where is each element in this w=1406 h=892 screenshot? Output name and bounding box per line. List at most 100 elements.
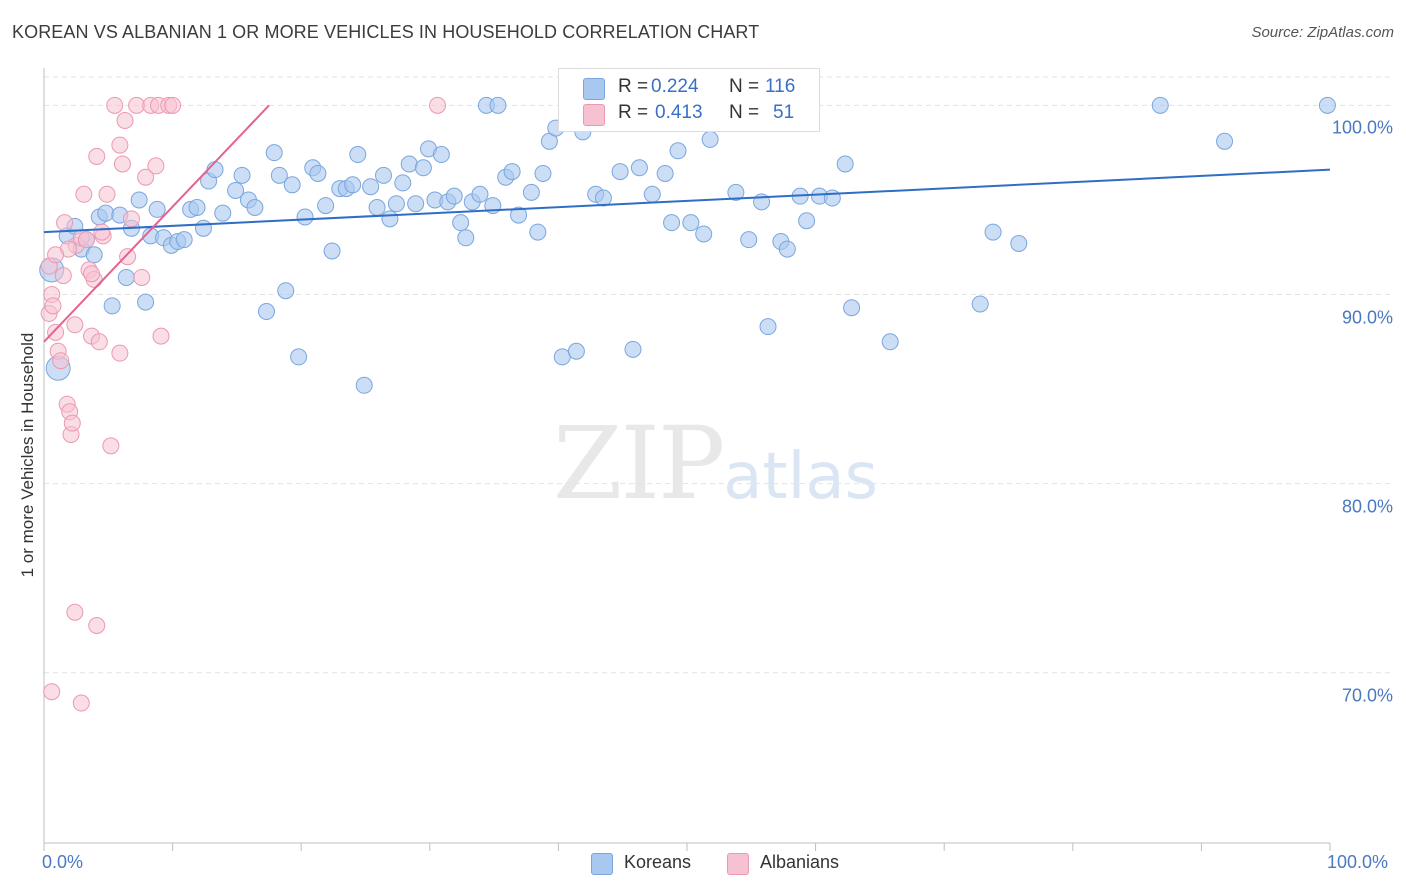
korean-point xyxy=(277,282,295,300)
korean-point xyxy=(407,195,425,213)
albanian-point xyxy=(90,333,108,351)
albanian-point xyxy=(77,231,95,249)
korean-point xyxy=(510,206,528,224)
korean-point xyxy=(843,299,861,317)
albanian-point xyxy=(111,136,129,154)
albanian-trend-line xyxy=(43,104,270,343)
watermark-atlas: atlas xyxy=(723,440,878,514)
korean-point xyxy=(257,303,275,321)
albanian-point xyxy=(152,327,170,345)
albanian-point xyxy=(75,185,93,203)
korean-point xyxy=(414,159,432,177)
albanian-point xyxy=(66,603,84,621)
albanian-point xyxy=(43,683,61,701)
korean-point xyxy=(452,214,470,232)
watermark-zip: ZIP xyxy=(553,405,725,522)
albanian-point xyxy=(128,96,146,114)
albanian-point xyxy=(72,694,90,712)
albanian-point xyxy=(122,210,140,228)
korean-point xyxy=(534,164,552,182)
korean-point xyxy=(823,189,841,207)
albanian-point xyxy=(137,168,155,186)
korean-swatch xyxy=(583,78,605,100)
korean-point xyxy=(701,130,719,148)
korean-point xyxy=(503,163,521,181)
korean-point xyxy=(836,155,854,173)
legend-r-value: 0.413 xyxy=(655,102,703,123)
korean-point xyxy=(984,223,1002,241)
korean-point xyxy=(881,333,899,351)
korean-point xyxy=(522,183,540,201)
korean-point xyxy=(567,342,585,360)
korean-point xyxy=(656,164,674,182)
albanian-point xyxy=(47,246,65,264)
korean-point xyxy=(375,166,393,184)
legend-r-value: 0.224 xyxy=(651,76,699,97)
y-tick-label: 70.0% xyxy=(1341,685,1393,706)
y-tick-label: 80.0% xyxy=(1341,496,1393,517)
korean-point xyxy=(296,208,314,226)
albanian-swatch xyxy=(727,853,749,875)
korean-point xyxy=(137,293,155,311)
korean-point xyxy=(529,223,547,241)
korean-point xyxy=(130,191,148,209)
legend-r-label: R = xyxy=(618,102,649,123)
korean-point xyxy=(1216,132,1234,150)
korean-point xyxy=(323,242,341,260)
korean-point xyxy=(740,231,758,249)
korean-point xyxy=(175,231,193,249)
zipatlas-watermark: ZIPatlas xyxy=(553,405,878,522)
korean-point xyxy=(471,185,489,203)
korean-point xyxy=(206,161,224,179)
korean-point xyxy=(246,199,264,217)
korean-point xyxy=(669,142,687,160)
korean-point xyxy=(643,185,661,203)
korean-point xyxy=(309,164,327,182)
korean-point xyxy=(630,159,648,177)
korean-point xyxy=(1151,96,1169,114)
albanian-point xyxy=(88,616,106,634)
korean-point xyxy=(457,229,475,247)
legend-n-label: N = xyxy=(729,102,760,123)
albanian-point xyxy=(106,96,124,114)
albanian-point xyxy=(164,96,182,114)
albanian-point xyxy=(44,297,62,315)
albanian-point xyxy=(147,157,165,175)
legend-r-label: R = xyxy=(618,76,649,97)
albanian-point xyxy=(54,267,72,285)
axes xyxy=(43,68,1331,851)
korean-point xyxy=(270,166,288,184)
albanian-swatch xyxy=(583,104,605,126)
korean-point xyxy=(188,199,206,217)
trend-lines xyxy=(43,104,1331,343)
x-tick-min: 0.0% xyxy=(42,852,84,872)
korean-point xyxy=(394,174,412,192)
korean-trend-line xyxy=(43,168,1331,234)
korean-point xyxy=(727,183,745,201)
korean-point xyxy=(387,195,405,213)
korean-point xyxy=(624,340,642,358)
korean-point xyxy=(233,166,251,184)
albanian-point xyxy=(83,265,101,283)
korean-point xyxy=(85,246,103,264)
albanian-point xyxy=(93,223,111,241)
korean-point xyxy=(381,210,399,228)
albanian-point xyxy=(63,414,81,432)
korean-point xyxy=(355,376,373,394)
albanian-point xyxy=(52,352,70,370)
albanian-point xyxy=(116,112,134,130)
albanian-point xyxy=(88,147,106,165)
korean-point xyxy=(368,199,386,217)
korean-point xyxy=(103,297,121,315)
x-tick-max: 100.0% xyxy=(1327,852,1389,872)
korean-point xyxy=(759,318,777,336)
albanian-point xyxy=(111,344,129,362)
korean-point xyxy=(344,176,362,194)
albanian-point xyxy=(66,316,84,334)
korean-point xyxy=(682,214,700,232)
korean-point xyxy=(611,163,629,181)
bottom-legend-koreans-label: Koreans xyxy=(624,852,692,872)
korean-point xyxy=(553,348,571,366)
y-tick-label: 100.0% xyxy=(1331,117,1393,138)
